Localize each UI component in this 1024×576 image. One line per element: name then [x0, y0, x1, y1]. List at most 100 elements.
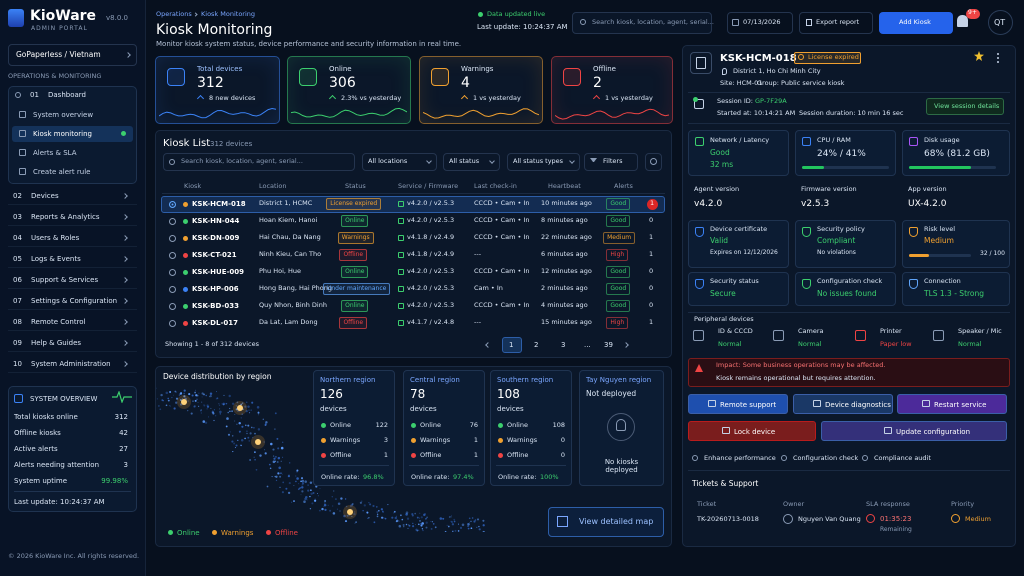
link[interactable]: Compliance audit: [874, 454, 931, 462]
add-button[interactable]: [879, 12, 953, 34]
map-button[interactable]: [548, 507, 664, 537]
action-button[interactable]: [897, 394, 1007, 414]
nav-row[interactable]: [8, 335, 137, 352]
link[interactable]: Configuration check: [793, 454, 859, 462]
page-number[interactable]: 39: [604, 341, 613, 349]
filters-button[interactable]: [584, 153, 638, 171]
filter-select[interactable]: [362, 153, 437, 171]
nav-label[interactable]: Support & Services: [31, 276, 99, 284]
nav-label[interactable]: Users & Roles: [31, 234, 80, 242]
list-search[interactable]: [163, 153, 355, 171]
page-active[interactable]: [502, 337, 522, 353]
nav-label[interactable]: Logs & Events: [31, 255, 81, 263]
nav-row[interactable]: [8, 251, 137, 268]
site: Site: HCM-01: [720, 79, 763, 87]
nav-row[interactable]: [8, 209, 137, 226]
rate-label: Online rate:: [411, 473, 450, 481]
kiosk-id[interactable]: KSK-DN-009: [192, 234, 240, 242]
stat-label: Offline: [593, 65, 616, 73]
action-label[interactable]: Remote support: [720, 401, 777, 409]
kiosk-id[interactable]: KSK-HP-006: [192, 285, 239, 293]
legend-dot: [498, 423, 503, 428]
nav-row[interactable]: [8, 356, 137, 373]
action-label[interactable]: Restart service: [934, 401, 987, 409]
nav-label[interactable]: Reports & Analytics: [31, 213, 100, 221]
action-button[interactable]: [688, 421, 816, 441]
search-placeholder[interactable]: Search kiosk, location, agent, serial...: [592, 18, 714, 26]
kiosk-id[interactable]: KSK-HCM-018: [192, 200, 246, 208]
logo: [8, 9, 24, 27]
action-button[interactable]: [688, 394, 788, 414]
nav-label[interactable]: Dashboard: [48, 91, 86, 99]
radio[interactable]: [169, 201, 176, 208]
filter-select[interactable]: [507, 153, 580, 171]
page-number[interactable]: 3: [561, 341, 566, 349]
filter-label[interactable]: All status types: [513, 157, 564, 165]
radio[interactable]: [169, 269, 176, 276]
overview-label: System uptime: [14, 477, 68, 485]
kiosk-id[interactable]: KSK-BD-033: [192, 302, 239, 310]
status-dot: [183, 304, 188, 309]
org-select[interactable]: [8, 44, 137, 66]
metric-icon: [909, 137, 918, 146]
radio[interactable]: [169, 252, 176, 259]
radio[interactable]: [169, 320, 176, 327]
search-placeholder[interactable]: Search kiosk, location, agent, serial...: [181, 157, 303, 165]
menu-dot: [997, 61, 999, 63]
progress-fill: [909, 166, 971, 169]
filter-label[interactable]: All locations: [368, 157, 408, 165]
nav-label[interactable]: Remote Control: [31, 318, 86, 326]
nav-item[interactable]: System overview: [33, 111, 94, 119]
action-label[interactable]: Lock device: [734, 428, 776, 436]
overview-value: 42: [119, 429, 128, 437]
divider: [688, 470, 1010, 471]
link[interactable]: Enhance performance: [704, 454, 776, 462]
filter-select[interactable]: [443, 153, 500, 171]
filter-label[interactable]: All status: [449, 157, 480, 165]
nav-row[interactable]: [8, 188, 137, 205]
nav-item[interactable]: Kiosk monitoring: [33, 130, 92, 138]
nav-row[interactable]: [8, 230, 137, 247]
metric-card: [795, 220, 896, 268]
map-button-label[interactable]: View detailed map: [579, 517, 654, 526]
export-label[interactable]: Export report: [816, 18, 860, 26]
ticket-id[interactable]: TK-20260713-0018: [697, 515, 759, 523]
detail-id: KSK-HCM-018: [720, 53, 797, 64]
kiosk-id[interactable]: KSK-HUE-009: [192, 268, 245, 276]
nav-row[interactable]: [8, 272, 137, 289]
nav-row[interactable]: [8, 293, 137, 310]
radio[interactable]: [169, 286, 176, 293]
page-number[interactable]: ...: [584, 341, 591, 349]
radio[interactable]: [169, 218, 176, 225]
nav-item[interactable]: Alerts & SLA: [33, 149, 77, 157]
add-label[interactable]: Add Kiosk: [899, 18, 931, 26]
nav-row[interactable]: [8, 314, 137, 331]
action-button[interactable]: [793, 394, 893, 414]
filters-label[interactable]: Filters: [603, 157, 623, 165]
date-picker[interactable]: [727, 12, 793, 34]
page-number[interactable]: 2: [534, 341, 539, 349]
radio[interactable]: [169, 235, 176, 242]
avatar[interactable]: [988, 10, 1013, 35]
session-button-label[interactable]: View session details: [934, 102, 1000, 110]
favorite-star[interactable]: [974, 51, 984, 61]
nav-label[interactable]: Devices: [31, 192, 59, 200]
session-button[interactable]: [926, 98, 1004, 115]
nav-label[interactable]: Settings & Configuration: [31, 297, 118, 305]
kiosk-id[interactable]: KSK-HN-044: [192, 217, 240, 225]
action-button[interactable]: [821, 421, 1007, 441]
ticket-sla-note: Remaining: [880, 526, 912, 533]
action-label[interactable]: Update configuration: [896, 428, 971, 436]
action-label[interactable]: Device diagnostics: [825, 401, 891, 409]
radio[interactable]: [169, 303, 176, 310]
search-box[interactable]: [572, 12, 712, 34]
breadcrumb[interactable]: Operations: [156, 10, 192, 18]
settings-button[interactable]: [645, 153, 662, 171]
kiosk-id[interactable]: KSK-DL-017: [192, 319, 238, 327]
nav-label[interactable]: Help & Guides: [31, 339, 82, 347]
export-button[interactable]: [799, 12, 873, 34]
page-number[interactable]: 1: [509, 341, 514, 349]
nav-label[interactable]: System Administration: [31, 360, 111, 368]
kiosk-id[interactable]: KSK-CT-021: [192, 251, 237, 259]
nav-item[interactable]: Create alert rule: [33, 168, 91, 176]
